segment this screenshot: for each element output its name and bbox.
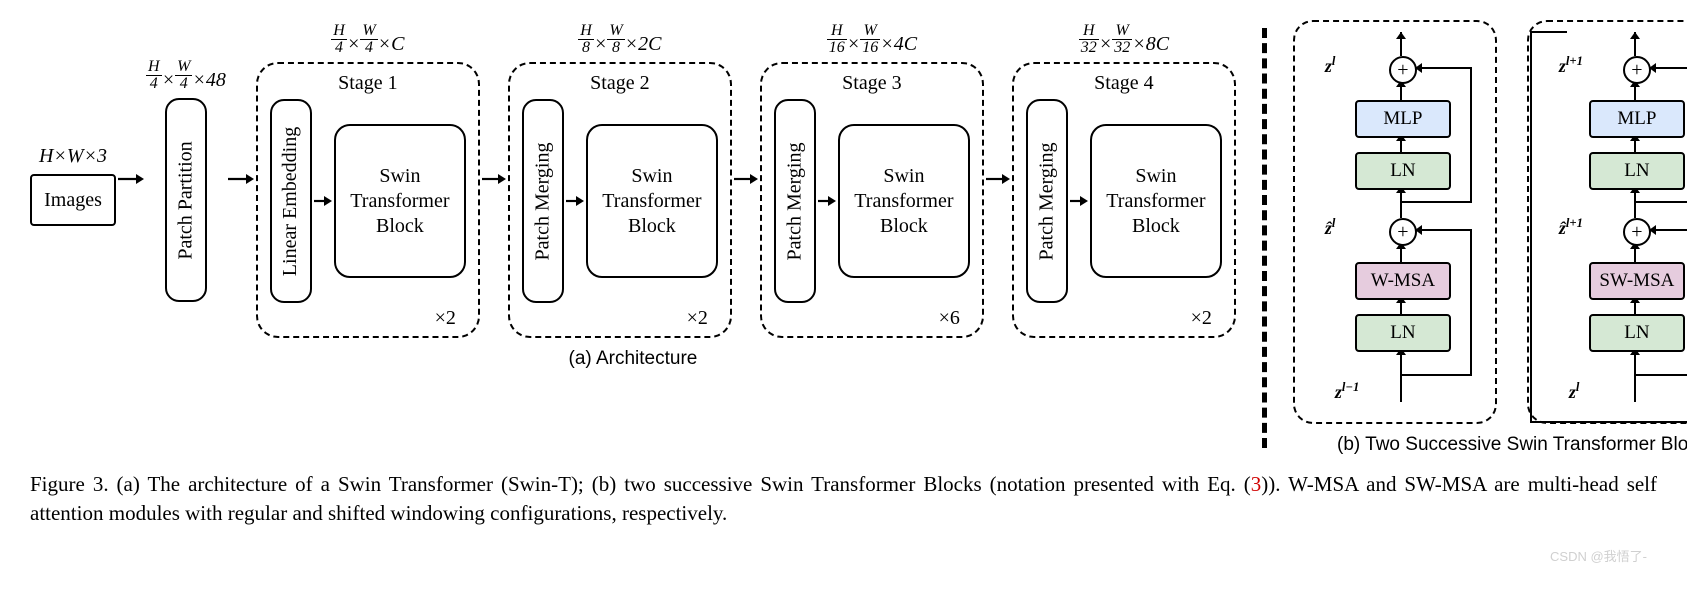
blocks-row: + MLP LN + W-MSA LN zl ẑl zl−1 bbox=[1293, 20, 1687, 424]
block-connections bbox=[1529, 22, 1687, 422]
ln-box: LN bbox=[1589, 152, 1685, 190]
stage-column: H8 × W8 ×2C Stage 2 Patch Merging SwinTr… bbox=[508, 20, 732, 338]
stage-title: Stage 4 bbox=[1094, 72, 1153, 95]
add-icon: + bbox=[1623, 218, 1651, 246]
arrow-icon bbox=[816, 193, 838, 209]
ln-box: LN bbox=[1589, 314, 1685, 352]
arrow-icon bbox=[480, 171, 508, 187]
mlp-box: MLP bbox=[1589, 100, 1685, 138]
stage-title: Stage 3 bbox=[842, 72, 901, 95]
blocks-panel: + MLP LN + W-MSA LN zl ẑl zl−1 bbox=[1293, 20, 1687, 456]
stage-column: H16 × W16 ×4C Stage 3 Patch Merging Swin… bbox=[760, 20, 984, 338]
arrow-icon bbox=[116, 171, 146, 187]
z-out-label: zl bbox=[1325, 54, 1336, 77]
z-in-label: zl−1 bbox=[1335, 380, 1359, 403]
panel-divider bbox=[1262, 28, 1267, 448]
stage-title: Stage 2 bbox=[590, 72, 649, 95]
stage-title: Stage 1 bbox=[338, 72, 397, 95]
stage-box: Stage 3 Patch Merging SwinTransformerBlo… bbox=[760, 62, 984, 338]
z-in-label: zl bbox=[1569, 380, 1580, 403]
arrow-icon bbox=[1068, 193, 1090, 209]
swin-transformer-block: SwinTransformerBlock bbox=[838, 124, 970, 278]
msa-box: W-MSA bbox=[1355, 262, 1451, 300]
swin-transformer-block: SwinTransformerBlock bbox=[1090, 124, 1222, 278]
z-mid-label: ẑl bbox=[1325, 216, 1336, 239]
arrow-icon bbox=[984, 171, 1012, 187]
add-icon: + bbox=[1389, 218, 1417, 246]
arrow-icon bbox=[732, 171, 760, 187]
figure-area: H×W×3 Images H4 × W4 ×48 Patch Partition… bbox=[30, 20, 1657, 456]
transformer-block: + MLP LN + W-MSA LN zl ẑl zl−1 bbox=[1293, 20, 1497, 424]
arrow-icon bbox=[312, 193, 334, 209]
multiplier-label: ×2 bbox=[687, 307, 708, 330]
swin-transformer-block: SwinTransformerBlock bbox=[586, 124, 718, 278]
sub-caption-a: (a) Architecture bbox=[569, 348, 698, 370]
add-icon: + bbox=[1389, 56, 1417, 84]
mlp-box: MLP bbox=[1355, 100, 1451, 138]
arrow-icon bbox=[226, 171, 256, 187]
z-mid-label: ẑl+1 bbox=[1559, 216, 1583, 239]
patch-partition-box: Patch Partition bbox=[165, 98, 207, 302]
input-dims: H×W×3 bbox=[39, 132, 107, 168]
arrow-icon bbox=[564, 193, 586, 209]
ln-box: LN bbox=[1355, 152, 1451, 190]
linear-embedding-box: Linear Embedding bbox=[270, 99, 312, 303]
dims-label: H4 × W4 ×C bbox=[331, 20, 404, 56]
sub-caption-b: (b) Two Successive Swin Transformer Bloc… bbox=[1337, 434, 1687, 456]
stage-column: H4 × W4 ×C Stage 1 Linear Embedding Swin… bbox=[256, 20, 480, 338]
architecture-panel: H×W×3 Images H4 × W4 ×48 Patch Partition… bbox=[30, 20, 1236, 370]
patch-merging-box: Patch Merging bbox=[522, 99, 564, 303]
z-out-label: zl+1 bbox=[1559, 54, 1583, 77]
dims-label: H16 × W16 ×4C bbox=[827, 20, 917, 56]
multiplier-label: ×2 bbox=[1191, 307, 1212, 330]
patch-partition-column: H4 × W4 ×48 Patch Partition bbox=[146, 56, 226, 302]
figure-caption: Figure 3. (a) The architecture of a Swin… bbox=[30, 470, 1657, 529]
watermark: CSDN @我悟了- bbox=[1550, 546, 1647, 565]
multiplier-label: ×6 bbox=[939, 307, 960, 330]
stage-box: Stage 2 Patch Merging SwinTransformerBlo… bbox=[508, 62, 732, 338]
input-column: H×W×3 Images bbox=[30, 132, 116, 226]
patch-merging-box: Patch Merging bbox=[1026, 99, 1068, 303]
ln-box: LN bbox=[1355, 314, 1451, 352]
dims-label: H4 × W4 ×48 bbox=[146, 56, 226, 92]
stage-column: H32 × W32 ×8C Stage 4 Patch Merging Swin… bbox=[1012, 20, 1236, 338]
images-box: Images bbox=[30, 174, 116, 226]
msa-box: SW-MSA bbox=[1589, 262, 1685, 300]
architecture-row: H×W×3 Images H4 × W4 ×48 Patch Partition… bbox=[30, 20, 1236, 338]
patch-merging-box: Patch Merging bbox=[774, 99, 816, 303]
stage-box: Stage 1 Linear Embedding SwinTransformer… bbox=[256, 62, 480, 338]
multiplier-label: ×2 bbox=[435, 307, 456, 330]
add-icon: + bbox=[1623, 56, 1651, 84]
swin-transformer-block: SwinTransformerBlock bbox=[334, 124, 466, 278]
dims-label: H32 × W32 ×8C bbox=[1079, 20, 1169, 56]
dims-label: H8 × W8 ×2C bbox=[578, 20, 661, 56]
transformer-block: + MLP LN + SW-MSA LN zl+1 ẑl+1 zl bbox=[1527, 20, 1687, 424]
stage-box: Stage 4 Patch Merging SwinTransformerBlo… bbox=[1012, 62, 1236, 338]
